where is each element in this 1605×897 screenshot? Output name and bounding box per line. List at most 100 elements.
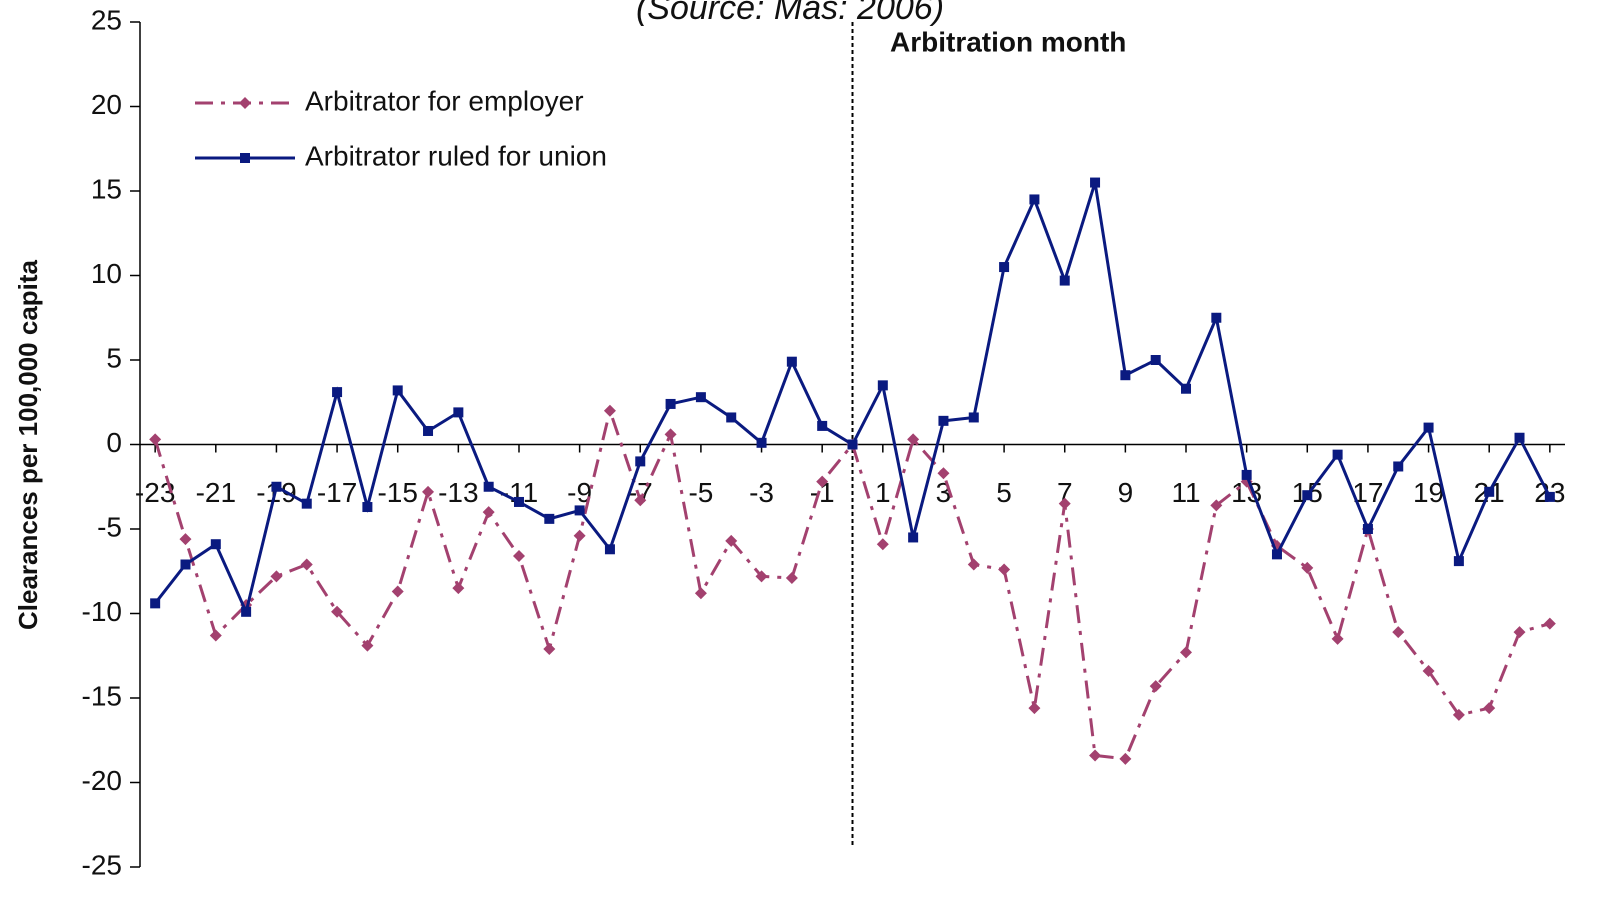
marker bbox=[938, 415, 949, 426]
y-tick-label: 0 bbox=[106, 427, 122, 458]
marker bbox=[725, 534, 738, 547]
marker bbox=[1362, 524, 1373, 534]
y-tick-label: -15 bbox=[82, 680, 122, 711]
marker bbox=[967, 558, 980, 571]
x-tick-label: 1 bbox=[875, 477, 891, 508]
marker bbox=[574, 505, 585, 516]
x-tick-label: -21 bbox=[196, 477, 236, 508]
x-tick-label: -3 bbox=[749, 477, 774, 508]
marker bbox=[180, 559, 191, 570]
line bbox=[153, 405, 1551, 761]
marker bbox=[1210, 499, 1223, 512]
marker bbox=[361, 639, 374, 652]
marker bbox=[908, 532, 919, 543]
marker bbox=[1058, 497, 1071, 510]
marker bbox=[1180, 646, 1193, 659]
marker bbox=[1392, 626, 1405, 639]
marker bbox=[664, 428, 677, 441]
marker bbox=[423, 425, 434, 436]
marker bbox=[695, 392, 706, 403]
marker bbox=[1059, 275, 1070, 286]
marker bbox=[694, 587, 707, 600]
marker bbox=[149, 433, 162, 446]
marker bbox=[937, 467, 950, 480]
marker bbox=[817, 420, 828, 431]
marker bbox=[1484, 486, 1495, 497]
marker bbox=[1271, 549, 1282, 560]
y-tick-label: -10 bbox=[82, 596, 122, 627]
x-tick-label: 19 bbox=[1413, 477, 1444, 508]
marker bbox=[603, 404, 616, 417]
y-tick-label: 20 bbox=[91, 89, 122, 120]
marker bbox=[150, 598, 161, 609]
marker bbox=[1452, 708, 1465, 721]
y-tick-label: 5 bbox=[106, 342, 122, 373]
marker bbox=[1423, 422, 1434, 433]
marker bbox=[634, 494, 647, 507]
marker bbox=[665, 398, 676, 409]
marker bbox=[1120, 370, 1131, 381]
y-tick-label: 15 bbox=[91, 173, 122, 204]
marker bbox=[482, 506, 495, 519]
x-tick-label: 5 bbox=[996, 477, 1012, 508]
marker bbox=[1301, 561, 1314, 574]
marker bbox=[1149, 680, 1162, 693]
marker bbox=[968, 412, 979, 423]
marker bbox=[331, 605, 344, 618]
marker bbox=[209, 629, 222, 642]
marker bbox=[1514, 432, 1525, 443]
marker bbox=[241, 606, 252, 617]
marker bbox=[816, 475, 829, 488]
marker bbox=[392, 385, 403, 396]
marker bbox=[422, 485, 435, 498]
x-tick-label: 9 bbox=[1118, 477, 1134, 508]
marker bbox=[453, 407, 464, 418]
marker bbox=[999, 262, 1010, 273]
marker bbox=[1453, 556, 1464, 567]
marker bbox=[1181, 383, 1192, 394]
marker bbox=[271, 481, 282, 492]
marker bbox=[785, 572, 798, 585]
x-tick-label: 7 bbox=[1057, 477, 1073, 508]
marker bbox=[362, 502, 373, 513]
marker bbox=[270, 570, 283, 583]
marker bbox=[452, 582, 465, 595]
marker bbox=[483, 481, 494, 492]
marker bbox=[786, 356, 797, 367]
marker bbox=[1028, 702, 1041, 715]
marker bbox=[1393, 461, 1404, 472]
subtitle: (Source: Mas: 2006) bbox=[636, 0, 944, 27]
marker bbox=[998, 563, 1011, 576]
x-tick-label: -15 bbox=[377, 477, 417, 508]
marker bbox=[513, 496, 524, 507]
marker bbox=[1090, 177, 1101, 188]
marker bbox=[1119, 752, 1132, 765]
marker bbox=[755, 570, 768, 583]
x-tick-label: -13 bbox=[438, 477, 478, 508]
marker bbox=[332, 387, 343, 398]
marker bbox=[1331, 632, 1344, 645]
marker bbox=[1483, 702, 1496, 715]
legend-marker bbox=[240, 153, 250, 163]
marker bbox=[573, 529, 586, 542]
marker bbox=[1543, 617, 1556, 630]
marker bbox=[301, 498, 312, 509]
legend-marker bbox=[239, 97, 251, 109]
marker bbox=[1422, 664, 1435, 677]
marker bbox=[210, 539, 221, 550]
y-tick-label: -20 bbox=[82, 765, 122, 796]
y-tick-label: 10 bbox=[91, 258, 122, 289]
x-tick-label: -5 bbox=[688, 477, 713, 508]
y-tick-label: -25 bbox=[82, 849, 122, 880]
marker bbox=[391, 585, 404, 598]
marker bbox=[876, 538, 889, 551]
marker bbox=[1332, 449, 1343, 460]
marker bbox=[877, 380, 888, 391]
marker bbox=[543, 642, 556, 655]
marker bbox=[1302, 490, 1313, 501]
marker bbox=[1029, 194, 1040, 205]
marker bbox=[635, 456, 646, 467]
annotation: Arbitration month bbox=[890, 26, 1126, 57]
x-tick-label: 11 bbox=[1171, 477, 1200, 508]
